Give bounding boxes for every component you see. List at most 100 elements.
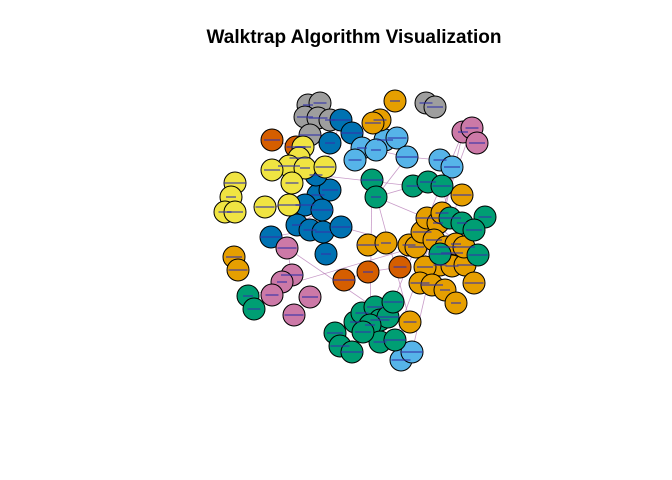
vertex-label-mark bbox=[439, 217, 461, 219]
vertex-label-mark bbox=[247, 308, 261, 310]
vertex-label-mark bbox=[416, 217, 438, 219]
vertex-label-mark bbox=[465, 127, 479, 129]
vertex-label-mark bbox=[451, 243, 461, 245]
vertex-label-mark bbox=[367, 306, 383, 308]
vertex-label-mark bbox=[285, 182, 299, 184]
vertex-label-mark bbox=[433, 159, 447, 161]
vertex-label-mark bbox=[333, 279, 355, 281]
vertex-label-mark bbox=[420, 181, 436, 183]
vertex-label-mark bbox=[402, 244, 416, 246]
vertex-label-mark bbox=[452, 194, 472, 196]
vertex-label-mark bbox=[311, 209, 333, 211]
vertex-label-mark bbox=[406, 185, 420, 187]
vertex-label-mark bbox=[453, 246, 475, 248]
vertex-label-mark bbox=[297, 116, 313, 118]
vertex-label-mark bbox=[355, 331, 371, 333]
vertex-label-mark bbox=[322, 189, 338, 191]
vertex-label-mark bbox=[384, 339, 406, 341]
vertex-label-mark bbox=[302, 296, 318, 298]
vertex-label-mark bbox=[255, 206, 275, 208]
vertex-label-mark bbox=[289, 157, 309, 159]
vertex-label-mark bbox=[468, 254, 488, 256]
vertex-label-mark bbox=[429, 253, 451, 255]
vertex-label-mark bbox=[278, 204, 300, 206]
vertex-label-mark bbox=[313, 102, 327, 104]
vertex-label-mark bbox=[264, 139, 280, 141]
vertex-label-mark bbox=[284, 314, 304, 316]
vertex-label-mark bbox=[341, 351, 363, 353]
vertex-label-mark bbox=[458, 131, 468, 133]
plot-title: Walktrap Algorithm Visualization bbox=[206, 27, 502, 48]
vertex-label-mark bbox=[427, 106, 443, 108]
vertex-label-mark bbox=[321, 253, 331, 255]
vertex-label-mark bbox=[299, 134, 321, 136]
vertex-label-mark bbox=[361, 179, 383, 181]
vertex-label-mark bbox=[311, 194, 325, 196]
vertex-label-mark bbox=[300, 167, 310, 169]
vertex-label-mark bbox=[348, 159, 362, 161]
vertex-label-mark bbox=[278, 165, 300, 167]
vertex-label-mark bbox=[355, 312, 369, 314]
vertex-label-mark bbox=[243, 295, 253, 297]
vertex-label-mark bbox=[218, 211, 232, 213]
vertex-label-mark bbox=[373, 341, 387, 343]
vertex-label-mark bbox=[371, 196, 381, 198]
vertex-label-mark bbox=[383, 301, 403, 303]
vertex-label-mark bbox=[436, 246, 456, 248]
vertex-label-mark bbox=[464, 282, 484, 284]
vertex-label-mark bbox=[377, 139, 393, 141]
vertex-label-mark bbox=[365, 324, 375, 326]
vertex-label-mark bbox=[435, 212, 449, 214]
vertex-label-mark bbox=[401, 351, 423, 353]
vertex-label-mark bbox=[421, 284, 443, 286]
vertex-label-mark bbox=[396, 156, 418, 158]
vertex-label-mark bbox=[341, 132, 363, 134]
vertex-label-mark bbox=[281, 274, 303, 276]
vertex-label-mark bbox=[377, 316, 399, 318]
vertex-label-mark bbox=[445, 265, 459, 267]
vertex-label-mark bbox=[381, 242, 391, 244]
vertex-label-mark bbox=[432, 185, 452, 187]
vertex-label-mark bbox=[391, 359, 411, 361]
vertex-label-mark bbox=[440, 289, 450, 291]
vertex-label-mark bbox=[331, 119, 351, 121]
vertex-label-mark bbox=[444, 166, 460, 168]
vertex-label-mark bbox=[433, 222, 443, 224]
vertex-label-mark bbox=[419, 102, 433, 104]
vertex-label-mark bbox=[478, 216, 492, 218]
vertex-label-mark bbox=[357, 244, 379, 246]
vertex-label-mark bbox=[457, 264, 473, 266]
vertex-label-mark bbox=[330, 345, 350, 347]
vertex-label-mark bbox=[295, 146, 311, 148]
vertex-label-mark bbox=[408, 246, 424, 248]
vertex-label-mark bbox=[350, 321, 360, 323]
vertex-label-mark bbox=[363, 271, 373, 273]
vertex-label-mark bbox=[295, 204, 315, 206]
vertex-label-mark bbox=[226, 256, 242, 258]
vertex-label-mark bbox=[277, 247, 297, 249]
vertex-label-mark bbox=[303, 104, 313, 106]
vertex-label-mark bbox=[412, 231, 432, 233]
vertex-label-mark bbox=[277, 281, 287, 283]
vertex-label-mark bbox=[371, 149, 381, 151]
vertex-label-mark bbox=[303, 229, 317, 231]
vertex-label-mark bbox=[228, 269, 248, 271]
vertex-label-mark bbox=[331, 226, 351, 228]
vertex-label-mark bbox=[451, 302, 461, 304]
vertex-label-mark bbox=[265, 294, 279, 296]
vertex-label-mark bbox=[387, 137, 407, 139]
vertex-label-mark bbox=[410, 282, 430, 284]
vertex-label-mark bbox=[370, 319, 390, 321]
vertex-label-mark bbox=[315, 231, 331, 233]
vertex-label-mark bbox=[417, 266, 433, 268]
vertex-label-mark bbox=[457, 222, 467, 224]
vertex-label-mark bbox=[292, 224, 302, 226]
vertex-label-mark bbox=[403, 321, 417, 323]
vertex-label-mark bbox=[357, 147, 367, 149]
vertex-label-mark bbox=[373, 119, 387, 121]
vertex-label-mark bbox=[393, 266, 407, 268]
vertex-label-mark bbox=[433, 264, 447, 266]
vertex-label-mark bbox=[308, 117, 328, 119]
